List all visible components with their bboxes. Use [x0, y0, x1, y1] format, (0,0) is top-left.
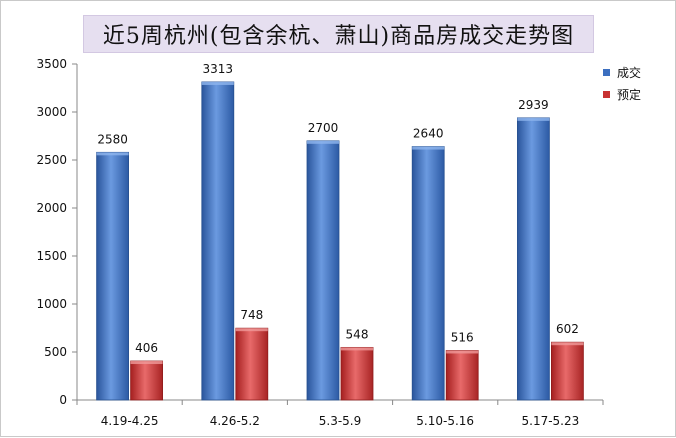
data-label: 548	[346, 327, 369, 341]
data-label: 406	[135, 341, 158, 355]
data-label: 2580	[97, 132, 128, 146]
bar-booking	[551, 341, 584, 401]
data-label: 2700	[308, 121, 339, 135]
bar-booking	[130, 360, 164, 401]
y-tick-label: 3000	[36, 105, 67, 119]
bar-booking-cap	[446, 350, 479, 354]
legend-swatch-booking	[603, 90, 610, 98]
data-label: 602	[556, 322, 579, 336]
y-tick-label: 2500	[36, 153, 67, 167]
bar-booking	[445, 350, 479, 401]
y-tick-label: 500	[44, 345, 67, 359]
data-label: 2640	[413, 127, 444, 141]
y-tick-label: 3500	[36, 57, 67, 71]
bar-booking-cap	[130, 361, 163, 365]
x-tick-label: 5.17-5.23	[522, 414, 580, 428]
y-tick-label: 2000	[36, 201, 67, 215]
legend-item-deal: 成交	[603, 61, 673, 83]
bar-deal-cap	[96, 152, 129, 156]
data-label: 3313	[203, 62, 234, 76]
x-tick-label: 4.26-5.2	[210, 414, 260, 428]
data-label: 748	[240, 308, 263, 322]
chart-title: 近5周杭州(包含余杭、萧山)商品房成交走势图	[83, 15, 594, 53]
y-tick-label: 0	[59, 393, 67, 407]
bar-deal-cap	[201, 81, 234, 85]
legend-label-deal: 成交	[617, 65, 642, 80]
bar-deal	[96, 151, 129, 401]
bar-deal	[306, 140, 340, 401]
legend-swatch-deal	[603, 68, 610, 76]
x-tick-label: 5.10-5.16	[416, 414, 474, 428]
bar-booking	[235, 327, 269, 401]
legend-item-booking: 预定	[603, 83, 673, 105]
y-tick-label: 1000	[36, 297, 67, 311]
chart-legend: 成交 预定	[603, 61, 673, 105]
bar-deal	[517, 117, 550, 401]
bar-deal-cap	[412, 146, 445, 150]
bar-deal-cap	[517, 117, 550, 121]
bar-booking-cap	[551, 342, 584, 346]
bar-booking	[340, 346, 374, 401]
bar-deal-cap	[307, 140, 339, 144]
data-label: 516	[451, 330, 474, 344]
bar-booking-cap	[341, 347, 373, 351]
data-label: 2939	[518, 98, 549, 112]
y-tick-label: 1500	[36, 249, 67, 263]
bar-booking-cap	[235, 328, 268, 332]
x-tick-label: 5.3-5.9	[319, 414, 362, 428]
bar-deal	[201, 81, 235, 401]
legend-label-booking: 预定	[617, 87, 642, 102]
x-tick-label: 4.19-4.25	[101, 414, 159, 428]
bar-deal	[411, 146, 445, 401]
